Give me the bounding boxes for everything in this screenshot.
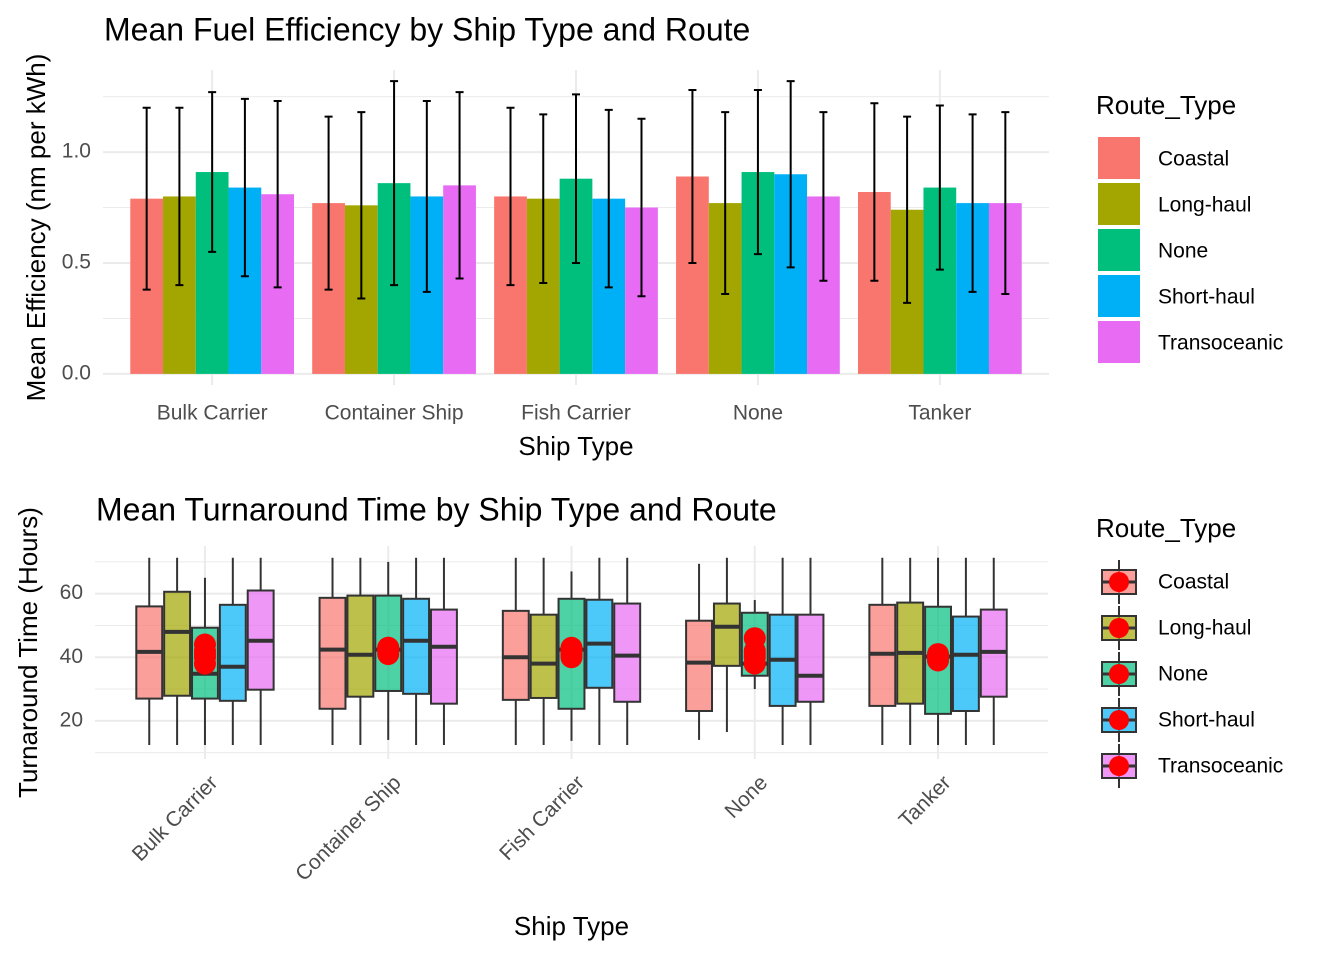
- box: [402, 597, 431, 695]
- mean-point: [560, 643, 583, 666]
- box: [318, 596, 347, 710]
- x-tick-label: Container Ship: [325, 402, 464, 425]
- legend-title: Route_Type: [1096, 513, 1236, 543]
- legend-title: Route_Type: [1096, 90, 1236, 120]
- error-bar: [142, 106, 151, 291]
- error-bar: [455, 91, 464, 280]
- y-tick-label: 1.0: [62, 140, 91, 163]
- legend-label: Long-haul: [1158, 194, 1251, 217]
- legend-key: [1098, 321, 1140, 363]
- error-bar: [390, 80, 399, 287]
- error-bar: [1001, 111, 1010, 296]
- box: [796, 613, 825, 703]
- x-tick-label: Fish Carrier: [495, 771, 589, 865]
- legend-label: Transoceanic: [1158, 755, 1283, 778]
- legend-label: Short-haul: [1158, 286, 1255, 309]
- box: [712, 602, 741, 667]
- y-tick-label: 0.0: [62, 361, 91, 384]
- legend-label: None: [1158, 240, 1208, 263]
- legend-label: Transoceanic: [1158, 332, 1283, 355]
- error-bar: [604, 108, 613, 289]
- y-tick-label: 60: [60, 581, 83, 604]
- error-bar: [324, 115, 333, 291]
- legend-key: [1098, 137, 1140, 179]
- chart-title: Mean Fuel Efficiency by Ship Type and Ro…: [104, 11, 750, 47]
- legend-label: None: [1158, 663, 1208, 686]
- error-bar: [208, 91, 217, 253]
- box: [429, 608, 458, 705]
- error-bar: [637, 117, 646, 298]
- error-bar: [786, 80, 795, 269]
- x-tick-label: Tanker: [895, 771, 956, 832]
- x-tick-label: Bulk Carrier: [157, 402, 268, 425]
- error-bar: [753, 88, 762, 256]
- legend-key-mean: [1109, 618, 1129, 638]
- box: [218, 603, 247, 702]
- mean-point: [927, 646, 950, 669]
- error-bar: [968, 113, 977, 293]
- error-bar: [422, 100, 431, 293]
- error-bar: [572, 93, 580, 264]
- legend-key-mean: [1109, 710, 1129, 730]
- legend-key: [1098, 183, 1140, 225]
- legend-key: [1098, 275, 1140, 317]
- box: [951, 615, 980, 712]
- mean-point: [743, 639, 766, 662]
- error-bar: [688, 88, 697, 264]
- box: [613, 602, 642, 703]
- error-bar: [357, 111, 366, 300]
- x-axis-title: Ship Type: [518, 431, 633, 461]
- y-tick-label: 0.5: [62, 251, 91, 274]
- y-axis-title: Turnaround Time (Hours): [13, 507, 43, 798]
- x-tick-label: Bulk Carrier: [128, 771, 223, 866]
- x-tick-label: Container Ship: [291, 771, 405, 885]
- legend-key-mean: [1109, 572, 1129, 592]
- legend-label: Long-haul: [1158, 617, 1251, 640]
- chart-title: Mean Turnaround Time by Ship Type and Ro…: [96, 491, 777, 527]
- mean-point: [193, 643, 216, 666]
- x-tick-label: None: [720, 771, 772, 823]
- x-tick-label: Fish Carrier: [521, 402, 631, 425]
- error-bar: [240, 97, 249, 278]
- legend-label: Short-haul: [1158, 709, 1255, 732]
- error-bar: [175, 106, 184, 287]
- box: [163, 590, 192, 697]
- y-tick-label: 40: [60, 645, 83, 668]
- error-bar: [819, 111, 828, 282]
- box: [685, 619, 714, 712]
- error-bar: [903, 115, 912, 304]
- x-tick-label: None: [733, 402, 783, 425]
- error-bar: [935, 104, 944, 271]
- box: [346, 594, 375, 698]
- legend-label: Coastal: [1158, 148, 1229, 171]
- error-bar: [539, 113, 548, 284]
- x-axis-title: Ship Type: [514, 911, 629, 941]
- error-bar: [721, 111, 730, 296]
- box: [529, 613, 558, 699]
- legend-key-mean: [1109, 664, 1129, 684]
- error-bar: [506, 106, 515, 287]
- x-tick-label: Tanker: [908, 402, 971, 425]
- error-bar: [870, 102, 879, 282]
- error-bar: [273, 100, 282, 289]
- legend-key-mean: [1109, 756, 1129, 776]
- y-axis-title: Mean Efficiency (nm per kWh): [21, 54, 51, 402]
- legend-key: [1098, 229, 1140, 271]
- y-tick-label: 20: [60, 708, 83, 731]
- mean-point: [377, 636, 400, 659]
- legend-label: Coastal: [1158, 571, 1229, 594]
